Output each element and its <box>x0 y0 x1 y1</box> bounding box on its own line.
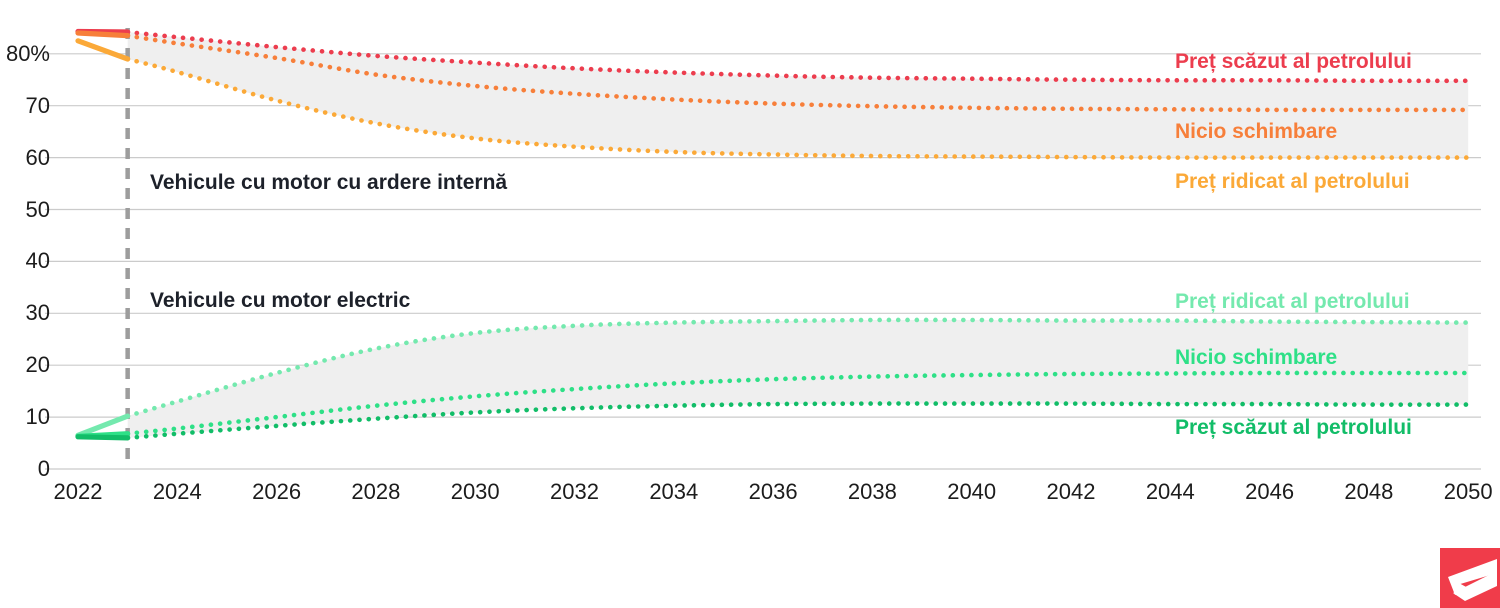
logo-bird-lower-blade <box>1453 571 1497 601</box>
series-forecast-1-2 <box>125 401 1471 441</box>
x-tick-label: 2022 <box>53 479 103 504</box>
series-forecast-0-1 <box>125 33 1471 113</box>
series-forecast-1-0 <box>125 317 1471 419</box>
series-history-0-2 <box>75 38 131 62</box>
x-tick-label: 2034 <box>649 479 699 504</box>
group-label-ev: Vehicule cu motor electric <box>150 289 411 312</box>
x-tick-label: 2038 <box>847 479 897 504</box>
label-ev-low-oil-price: Preț scăzut al petrolului <box>1175 416 1412 439</box>
x-tick-label: 2030 <box>450 479 500 504</box>
x-tick-label: 2032 <box>550 479 599 504</box>
series-history-0-1 <box>75 30 131 39</box>
label-ice-no-change: Nicio schimbare <box>1175 120 1338 143</box>
y-tick-label: 50 <box>25 196 50 222</box>
label-ev-high-oil-price: Preț ridicat al petrolului <box>1175 290 1410 313</box>
series-forecast-0-2 <box>125 56 1471 160</box>
y-tick-label: 80% <box>5 40 50 66</box>
label-ev-no-change: Nicio schimbare <box>1175 346 1338 369</box>
group-label-ice: Vehicule cu motor cu ardere internă <box>150 171 508 194</box>
series-forecast-1-1 <box>125 370 1471 437</box>
series-history-1-2 <box>75 434 131 441</box>
label-ice-low-oil-price: Preț scăzut al petrolului <box>1175 50 1412 73</box>
x-tick-label: 2046 <box>1245 479 1295 504</box>
y-tick-label: 60 <box>25 144 50 170</box>
y-tick-label: 10 <box>25 404 50 430</box>
y-tick-label: 0 <box>37 456 50 481</box>
scenario-band-ev <box>127 319 1469 438</box>
logo-bird-upper-blade <box>1448 559 1497 585</box>
x-tick-label: 2024 <box>152 479 202 504</box>
x-tick-label: 2050 <box>1443 479 1493 504</box>
y-tick-label: 30 <box>25 300 50 326</box>
series-history-1-0 <box>75 413 131 438</box>
y-tick-label: 70 <box>25 92 50 118</box>
x-tick-label: 2028 <box>351 479 401 504</box>
y-tick-label: 40 <box>25 248 50 274</box>
x-tick-label: 2040 <box>947 479 997 504</box>
x-tick-label: 2044 <box>1145 479 1195 504</box>
scenario-band-ice <box>127 32 1469 158</box>
series-forecast-0-0 <box>125 29 1471 84</box>
label-ice-high-oil-price: Preț ridicat al petrolului <box>1175 170 1410 193</box>
xtb-logo <box>1440 548 1500 608</box>
logo-bird-tail <box>1448 577 1468 595</box>
y-tick-label: 20 <box>25 352 50 378</box>
x-tick-label: 2036 <box>748 479 798 504</box>
x-tick-label: 2048 <box>1344 479 1394 504</box>
x-tick-label: 2042 <box>1046 479 1096 504</box>
x-tick-label: 2026 <box>252 479 302 504</box>
